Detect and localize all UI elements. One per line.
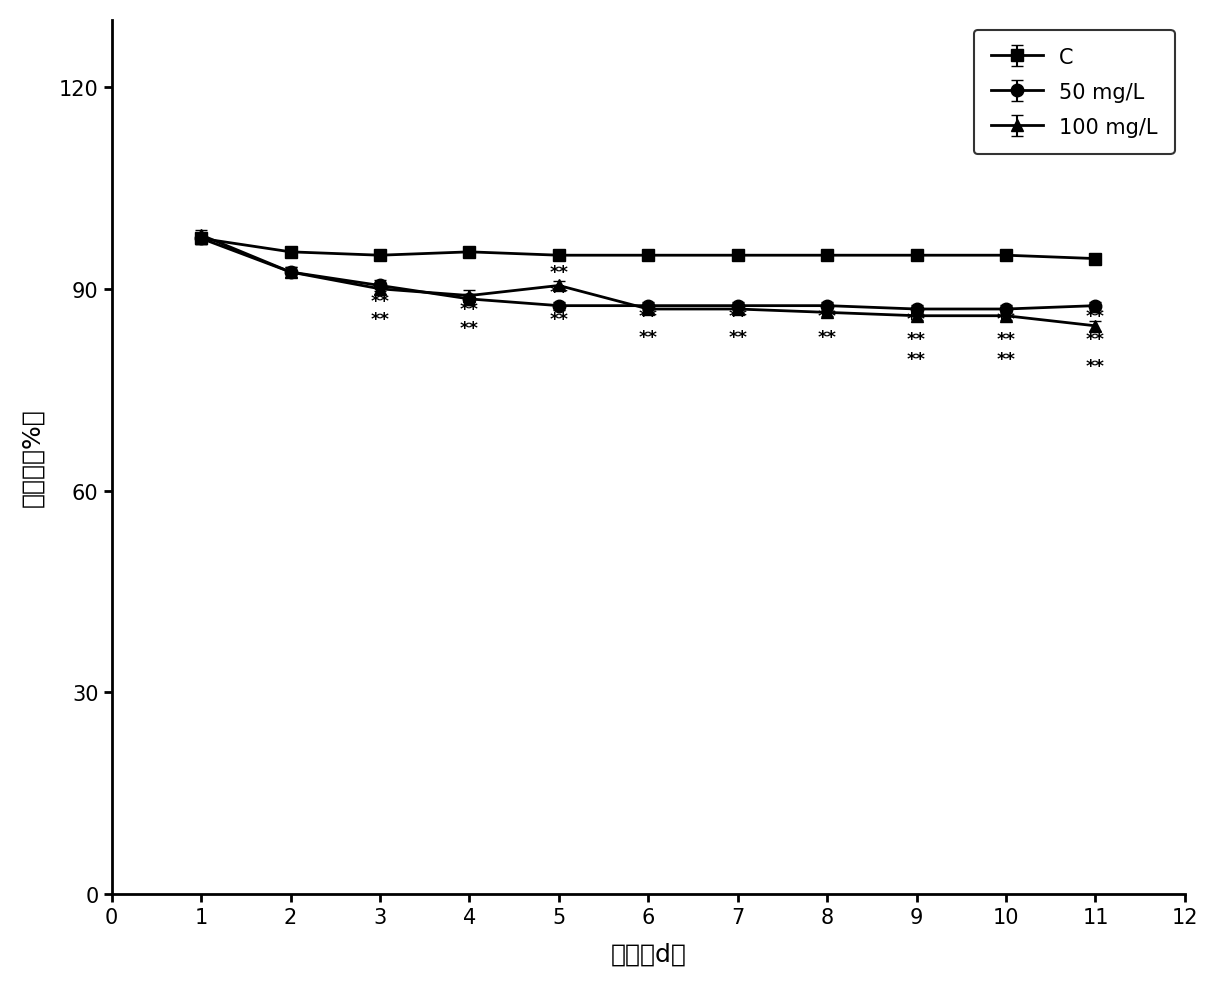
Text: **: **: [728, 308, 747, 325]
Text: **: **: [639, 329, 658, 347]
Text: **: **: [997, 331, 1015, 349]
X-axis label: 时间（d）: 时间（d）: [611, 942, 686, 965]
Text: **: **: [818, 308, 836, 325]
Text: **: **: [550, 263, 568, 282]
Text: **: **: [460, 319, 479, 337]
Text: **: **: [907, 351, 926, 369]
Text: **: **: [550, 311, 568, 328]
Text: **: **: [1086, 358, 1104, 376]
Text: **: **: [1086, 308, 1104, 325]
Text: **: **: [371, 293, 390, 311]
Text: **: **: [997, 311, 1015, 328]
Text: **: **: [997, 351, 1015, 369]
Legend: C, 50 mg/L, 100 mg/L: C, 50 mg/L, 100 mg/L: [974, 32, 1174, 155]
Y-axis label: 存活率（%）: 存活率（%）: [21, 408, 45, 507]
Text: **: **: [550, 284, 568, 302]
Text: **: **: [371, 311, 390, 328]
Text: **: **: [818, 329, 836, 347]
Text: **: **: [460, 301, 479, 318]
Text: **: **: [907, 311, 926, 328]
Text: **: **: [907, 331, 926, 349]
Text: **: **: [639, 308, 658, 325]
Text: **: **: [728, 329, 747, 347]
Text: **: **: [1086, 331, 1104, 349]
